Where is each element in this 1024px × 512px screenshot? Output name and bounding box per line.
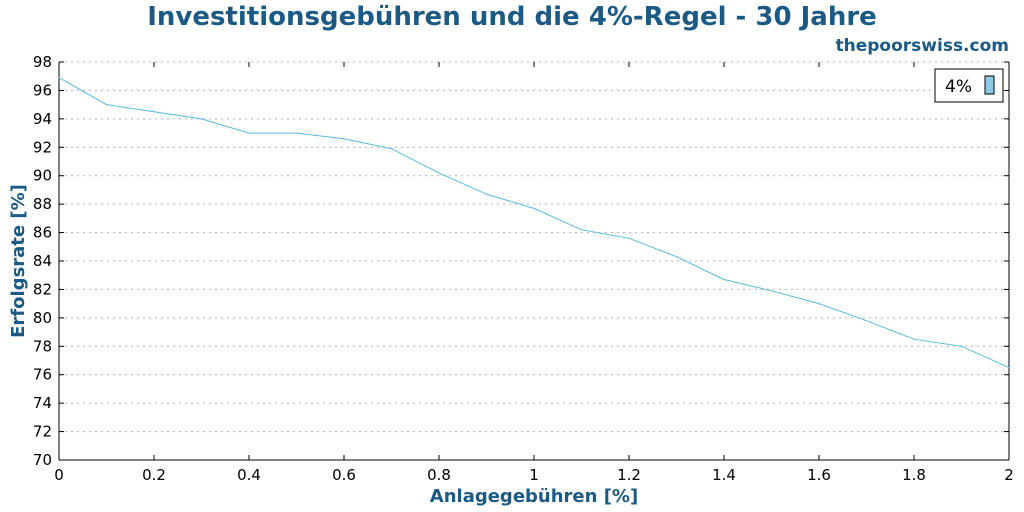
series-line <box>58 77 1010 369</box>
y-tick-label: 84 <box>33 252 52 270</box>
y-tick-label: 98 <box>33 53 52 71</box>
legend-label: 4% <box>945 77 972 97</box>
y-tick-label: 78 <box>33 337 52 355</box>
data-point <box>770 290 773 292</box>
data-point <box>580 229 583 231</box>
y-tick-label: 86 <box>33 224 52 242</box>
data-point <box>723 278 725 281</box>
y-tick-label: 74 <box>33 394 52 412</box>
x-tick-label: 2 <box>1004 466 1014 484</box>
data-point <box>153 111 155 113</box>
y-tick-label: 96 <box>33 81 52 99</box>
y-axis-label: Erfolgsrate [%] <box>8 184 29 338</box>
grid-lines <box>59 61 1009 461</box>
data-point <box>390 148 393 150</box>
x-tick-label: 0.2 <box>142 466 166 484</box>
legend: 4% <box>934 68 1004 103</box>
x-axis-ticks: 0 0.2 0.4 0.6 0.8 1 1.2 1.4 1.6 1.8 2 <box>54 62 1014 484</box>
data-point <box>485 193 488 195</box>
y-tick-label: 76 <box>33 366 52 384</box>
x-tick-label: 0.8 <box>427 466 451 484</box>
y-axis-ticks: 70 72 74 76 78 80 82 84 86 88 90 92 94 96 98 <box>33 53 1009 469</box>
data-point <box>58 77 60 79</box>
data-point <box>865 320 868 322</box>
x-tick-label: 1 <box>529 466 539 484</box>
y-tick-label: 92 <box>33 138 52 156</box>
x-tick-label: 1.4 <box>712 466 736 484</box>
data-point <box>533 207 535 210</box>
chart-subtitle: thepoorswiss.com <box>836 36 1010 56</box>
data-point <box>1008 367 1010 369</box>
data-point <box>818 303 820 305</box>
x-axis-label: Anlagegebühren [%] <box>430 486 638 507</box>
x-tick-label: 1.8 <box>902 466 926 484</box>
chart-title: Investitionsgebühren und die 4%-Regel - … <box>147 2 877 32</box>
x-tick-label: 0 <box>54 466 64 484</box>
y-tick-label: 88 <box>33 195 52 213</box>
legend-swatch <box>984 75 995 95</box>
data-point <box>248 132 250 134</box>
data-point <box>675 256 678 258</box>
data-point <box>343 138 345 140</box>
y-tick-label: 80 <box>33 309 52 327</box>
data-point <box>295 132 298 134</box>
x-tick-label: 1.2 <box>617 466 641 484</box>
x-tick-label: 0.6 <box>332 466 356 484</box>
data-point <box>438 172 440 174</box>
x-tick-label: 0.4 <box>237 466 261 484</box>
data-point <box>105 104 108 106</box>
y-tick-label: 94 <box>33 110 52 128</box>
y-tick-label: 70 <box>33 451 52 469</box>
x-tick-label: 1.6 <box>807 466 831 484</box>
data-point <box>913 338 915 340</box>
y-tick-label: 90 <box>33 167 52 185</box>
data-series <box>58 77 1010 369</box>
data-point <box>628 237 630 239</box>
y-tick-label: 82 <box>33 280 52 298</box>
data-point <box>960 345 963 347</box>
y-tick-label: 72 <box>33 423 52 441</box>
data-point <box>200 118 203 120</box>
